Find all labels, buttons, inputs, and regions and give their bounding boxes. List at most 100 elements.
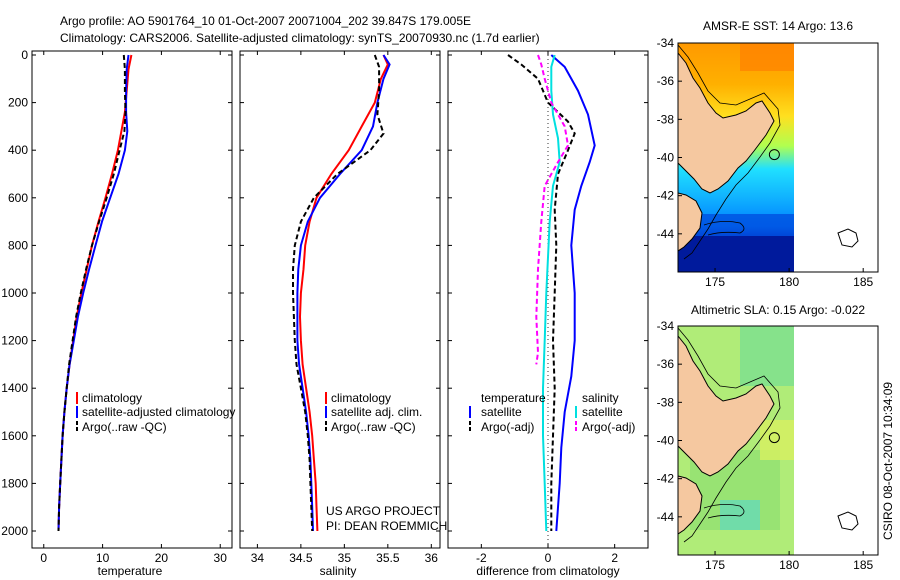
temperature-panel: 0 10 20 30 0 200 400 600 800 1000 1200 1400 1600 180…	[1, 48, 235, 578]
temperature-axes-frame	[31, 50, 233, 549]
salinity-xtick-label: 35	[338, 551, 352, 565]
sla-south-island-land	[678, 475, 703, 535]
depth-tick-label: 2000	[1, 524, 28, 538]
sla_map-xtick-label: 175	[705, 558, 725, 572]
sla_map-ytick-label: -36	[657, 357, 675, 371]
depth-tick-label: 1400	[1, 381, 28, 395]
project-annotation-line-2: PI: DEAN ROEMMICH	[326, 519, 447, 533]
temperature-series-satellite-adjusted-climatology	[57, 54, 130, 532]
salinity-xtick-label: 35.5	[376, 551, 400, 565]
depth-tick-label: 0	[21, 48, 28, 62]
sla_map-ytick-label: -44	[657, 510, 675, 524]
salinity-xlabel: salinity	[320, 564, 357, 578]
sla-map-panel: Altimetric SLA: 0.15 Argo: -0.022 175 180…	[657, 303, 879, 572]
difference-panel: -2 0 2 difference from climatology tempera…	[447, 50, 649, 578]
salinity-series-climatology	[298, 54, 389, 532]
temperature-series-climatology	[57, 54, 133, 532]
sla_map-xtick-label: 185	[853, 558, 873, 572]
depth-tick-label: 200	[8, 96, 28, 110]
legend-title-salinity: salinity	[582, 391, 619, 405]
sst_map-xtick-label: 175	[705, 275, 725, 289]
header-line-1: Argo profile: AO 5901764_10 01-Oct-2007 …	[60, 14, 471, 28]
sla-argo-marker	[768, 432, 780, 444]
sst-warm-patch	[740, 43, 794, 71]
salinity-xtick-label: 36	[425, 551, 439, 565]
sla-depth-contour	[678, 327, 781, 543]
sst-deep-south	[678, 236, 794, 272]
legend-label-sal-argo-adj: Argo(-adj)	[582, 420, 635, 434]
sla-map-title: Altimetric SLA: 0.15 Argo: -0.022	[691, 303, 865, 317]
sla-shelf-contour	[703, 504, 745, 519]
sst-depth-contour	[678, 44, 781, 260]
legend-label-satellite-adjusted: satellite-adjusted climatology	[82, 405, 235, 419]
legend-title-temperature: temperature	[481, 391, 546, 405]
sla-north-island-land	[678, 335, 775, 477]
depth-tick-label: 400	[8, 143, 28, 157]
temperature-series-argo-raw-qc	[57, 54, 127, 532]
depth-tick-label: 1600	[1, 429, 28, 443]
salinity-axes-frame	[239, 50, 441, 549]
difference-xtick-label: 0	[545, 551, 552, 565]
temperature-xtick-label: 10	[96, 551, 110, 565]
difference-xlabel: difference from climatology	[476, 564, 619, 578]
temperature-xtick-label: 20	[155, 551, 169, 565]
depth-tick-label: 1200	[1, 334, 28, 348]
legend-label-temp-satellite: satellite	[481, 405, 522, 419]
sla_map-xtick-label: 180	[779, 558, 799, 572]
legend-label-climatology: climatology	[82, 391, 142, 405]
sst_map-xtick-label: 185	[853, 275, 873, 289]
sla-chatham-island	[837, 511, 859, 531]
salinity-series-satellite-adj-clim	[296, 54, 391, 532]
difference-series-temperature-satellite	[550, 54, 596, 532]
depth-tick-label: 1000	[1, 286, 28, 300]
sla-green-patch-1	[740, 326, 794, 386]
sst-chatham-island	[837, 228, 859, 248]
sst_map-ytick-label: -34	[657, 36, 675, 50]
salinity-series-argo-raw-qc	[292, 54, 385, 532]
sst_map-ytick-label: -36	[657, 74, 675, 88]
sst_map-ytick-label: -42	[657, 189, 675, 203]
salinity-panel: 34 34.5 35 35.5 36 salinity climatology sate…	[239, 50, 447, 578]
salinity-xtick-label: 34.5	[289, 551, 313, 565]
depth-tick-label: 1800	[1, 476, 28, 490]
sst-argo-marker	[768, 149, 780, 161]
project-annotation-line-1: US ARGO PROJECT	[326, 504, 441, 518]
temperature-legend: climatology satellite-adjusted climatolo…	[76, 391, 235, 434]
temperature-xtick-label: 30	[214, 551, 228, 565]
legend-label-temp-argo: Argo(-adj)	[481, 420, 534, 434]
sst-north-island-land	[678, 52, 775, 194]
difference-xtick-label: -2	[476, 551, 487, 565]
csiro-timestamp: CSIRO 08-Oct-2007 10:34:09	[881, 382, 895, 540]
salinity-xtick-label: 34	[251, 551, 265, 565]
legend-label-argo-raw: Argo(..raw -QC)	[82, 420, 167, 434]
header-line-2: Climatology: CARS2006. Satellite-adjuste…	[60, 31, 540, 45]
sla_map-ytick-label: -38	[657, 395, 675, 409]
sst_map-ytick-label: -44	[657, 227, 675, 241]
sst-map-panel: AMSR-E SST: 14 Argo: 13.6 175 180 185 -34 -…	[657, 19, 879, 289]
sst-shelf-contour	[703, 221, 745, 236]
difference-series-salinity-argo-adj	[535, 54, 570, 365]
difference-xtick-label: 2	[611, 551, 618, 565]
legend-label-sal-argo: Argo(..raw -QC)	[331, 420, 416, 434]
sst-south-island-land	[678, 192, 703, 252]
legend-label-sal-sat: satellite	[582, 405, 623, 419]
depth-tick-label: 600	[8, 191, 28, 205]
sst_map-ytick-label: -40	[657, 151, 675, 165]
sla_map-ytick-label: -42	[657, 472, 675, 486]
sla-yellow-patch	[760, 420, 794, 460]
temperature-xtick-label: 0	[40, 551, 47, 565]
sla_map-ytick-label: -34	[657, 319, 675, 333]
difference-series-salinity-satellite	[542, 54, 561, 532]
difference-legend-temperature: temperature satellite Argo(-adj)	[469, 391, 546, 434]
sst_map-xtick-label: 180	[779, 275, 799, 289]
temperature-xlabel: temperature	[98, 564, 163, 578]
legend-label-sal-satellite: satellite adj. clim.	[331, 405, 422, 419]
sst-map-title: AMSR-E SST: 14 Argo: 13.6	[703, 19, 853, 33]
difference-legend-salinity: salinity satellite Argo(-adj)	[575, 391, 635, 434]
sst_map-ytick-label: -38	[657, 112, 675, 126]
legend-label-sal-climatology: climatology	[331, 391, 391, 405]
sla_map-ytick-label: -40	[657, 434, 675, 448]
salinity-legend: climatology satellite adj. clim. Argo(..…	[325, 391, 422, 434]
depth-tick-label: 800	[8, 238, 28, 252]
